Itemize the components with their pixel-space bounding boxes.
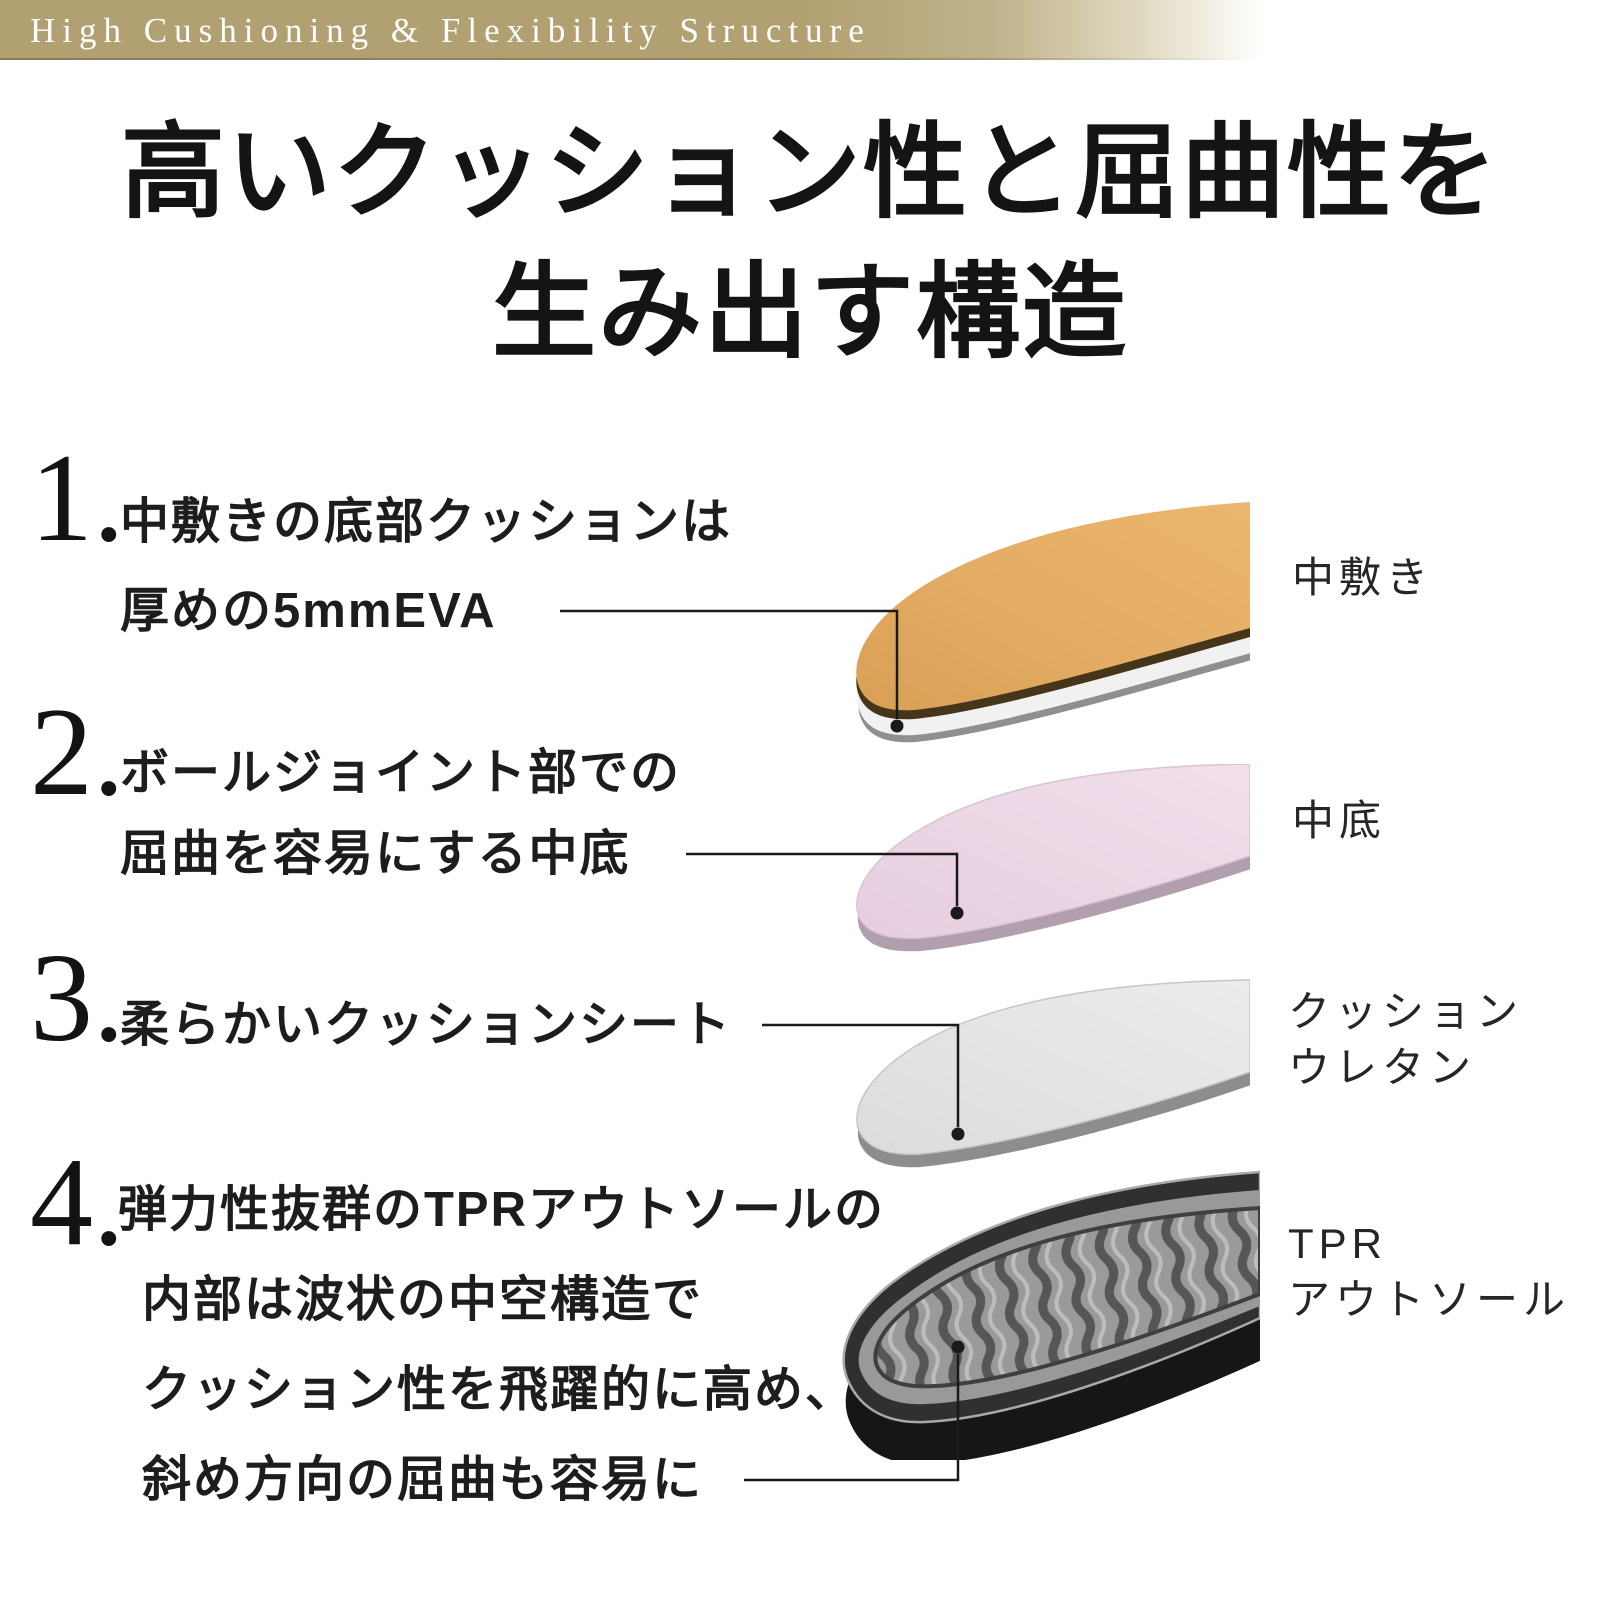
midsole-image [856, 764, 1250, 952]
item-1-line-2: 厚めの5mmEVA [120, 584, 497, 638]
item-4-line-4: 斜め方向の屈曲も容易に [142, 1453, 704, 1507]
page-title: 高いクッション性と屈曲性を 生み出す構造 [0, 104, 1600, 384]
banner-title: High Cushioning & Flexibility Structure [30, 11, 871, 50]
top-banner: High Cushioning & Flexibility Structure [0, 0, 1600, 60]
item-4-line-2: 内部は波状の中空構造で [142, 1273, 704, 1327]
item-4-line-1: 弾力性抜群のTPRアウトソールの [118, 1183, 886, 1237]
item-number-3: 3. [30, 929, 125, 1068]
item-4-line-3: クッション性を飛躍的に高め、 [142, 1363, 857, 1417]
item-2-line-2: 屈曲を容易にする中底 [120, 827, 631, 881]
page-title-line1: 高いクッション性と屈曲性を [120, 116, 1499, 231]
item-number-2: 2. [30, 683, 125, 822]
item-1-line-1: 中敷きの底部クッションは [120, 495, 733, 549]
label-insole: 中敷き [1292, 554, 1434, 601]
cushion-urethane-image [856, 979, 1250, 1168]
label-midsole: 中底 [1292, 797, 1387, 844]
page-title-line2: 生み出す構造 [491, 256, 1128, 371]
label-tpr-outsole: TPR アウトソール [1288, 1220, 1571, 1323]
item-3-line-1: 柔らかいクッションシート [120, 998, 733, 1052]
tpr-outsole-image [842, 1170, 1260, 1460]
item-2-line-1: ボールジョイント部での [120, 746, 682, 800]
item-number-4: 4. [30, 1133, 125, 1272]
insole-image [856, 502, 1250, 743]
item-number-1: 1. [30, 429, 125, 568]
label-cushion-urethane: クッション ウレタン [1288, 988, 1524, 1091]
